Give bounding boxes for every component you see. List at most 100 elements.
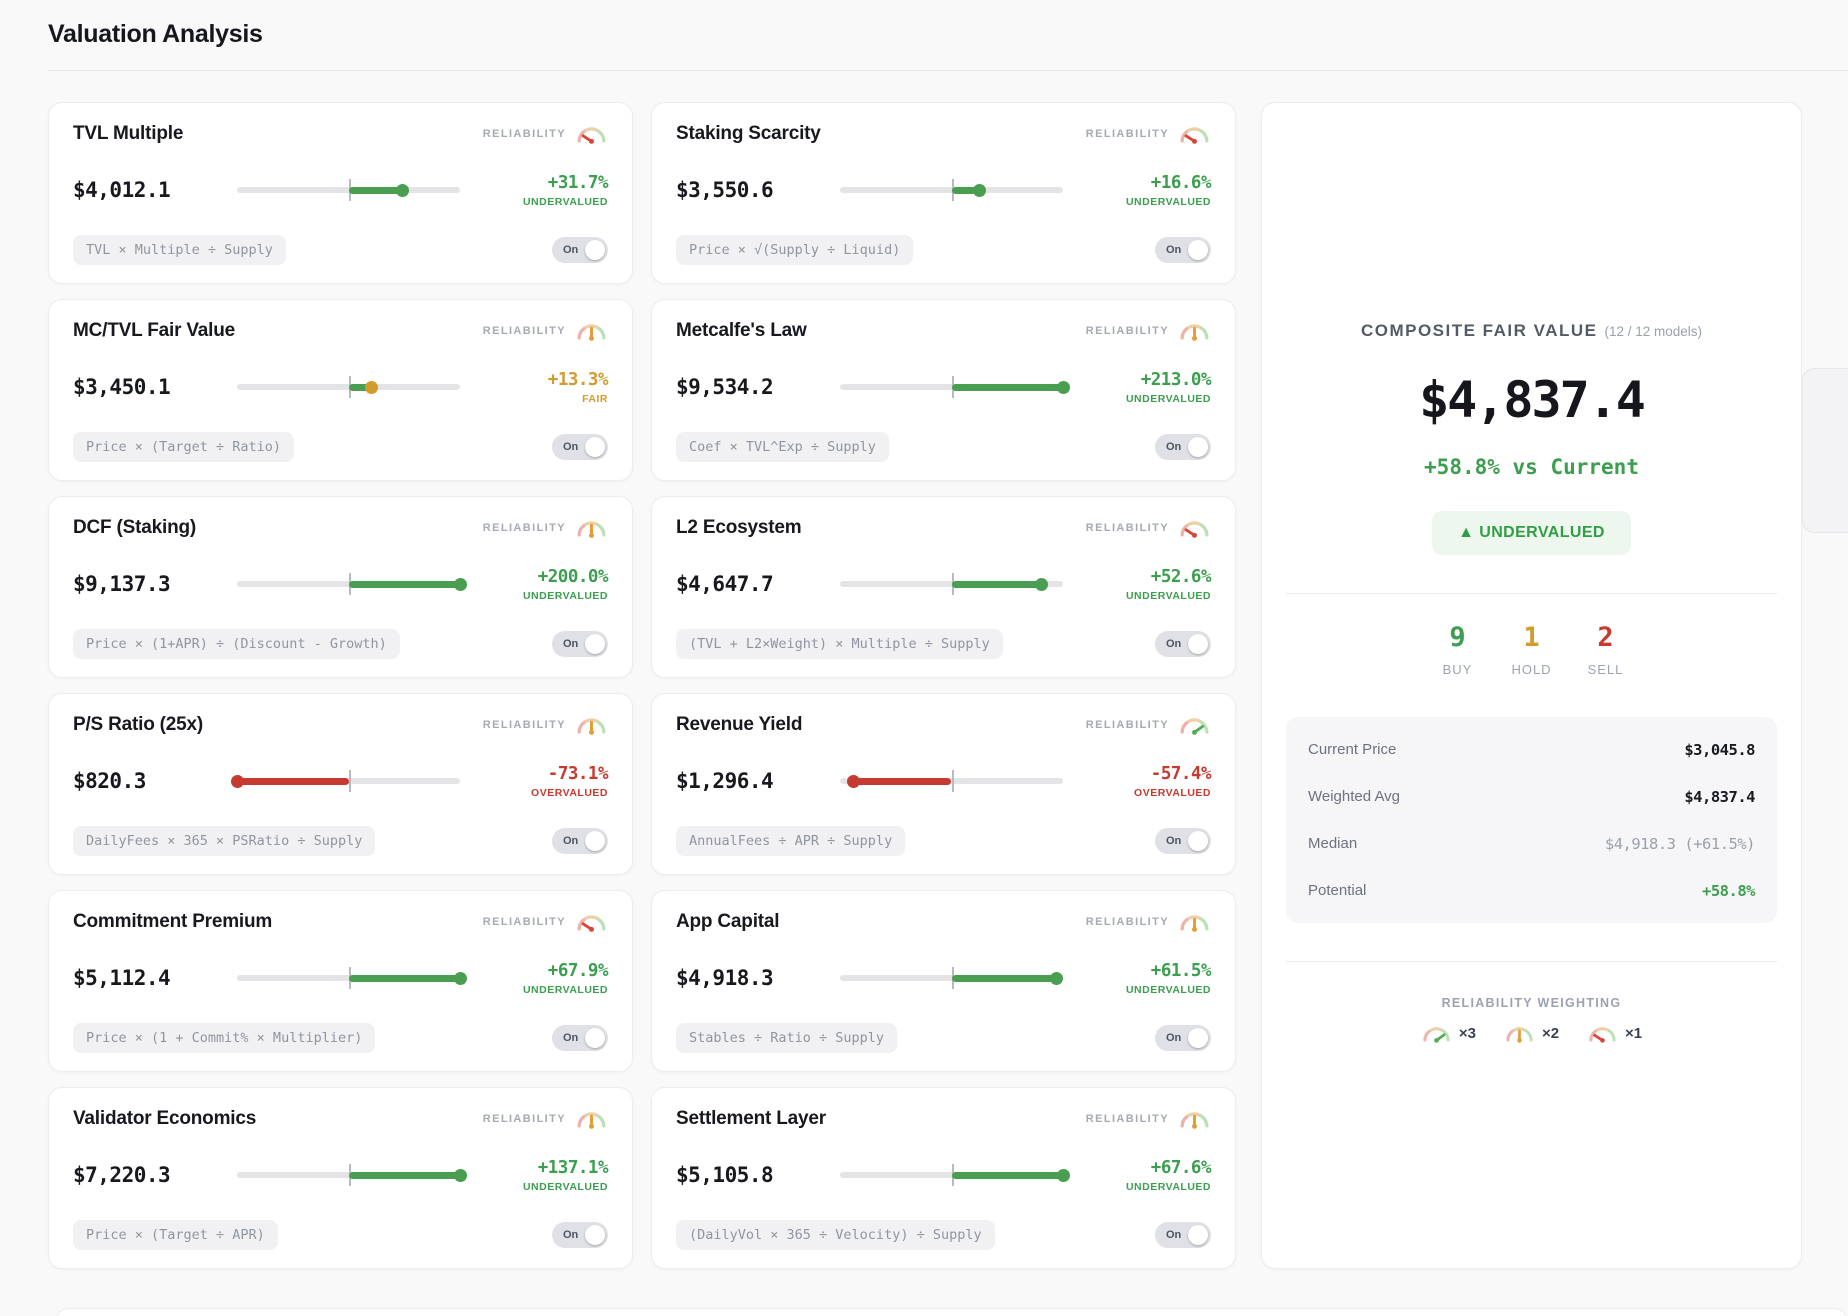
valuation-slider[interactable]	[840, 1164, 1070, 1186]
toggle-knob	[585, 240, 605, 260]
model-toggle[interactable]: On	[552, 1222, 608, 1248]
valuation-slider[interactable]	[237, 1164, 467, 1186]
deviation-percent: +16.6%	[1150, 172, 1212, 193]
slider-fill	[951, 186, 980, 194]
toggle-on-label: On	[563, 1229, 579, 1241]
model-toggle[interactable]: On	[1155, 1025, 1211, 1051]
reliability-gauge-medium-icon	[1180, 1112, 1209, 1129]
page-title: Valuation Analysis	[48, 20, 263, 48]
model-fair-value: $5,105.8	[676, 1163, 774, 1187]
model-toggle[interactable]: On	[552, 1025, 608, 1051]
weighting-item-high: ×3	[1421, 1023, 1476, 1044]
reliability-gauge-medium-icon	[1180, 324, 1209, 341]
model-card: App Capital RELIABILITY $4,918.3 +61.5% …	[651, 890, 1236, 1072]
valuation-delta: +16.6% UNDERVALUED	[1091, 172, 1212, 208]
slider-dot[interactable]	[364, 380, 378, 394]
model-formula: TVL × Multiple ÷ Supply	[73, 235, 286, 265]
slider-dot[interactable]	[230, 774, 244, 788]
valuation-delta: +61.5% UNDERVALUED	[1091, 960, 1212, 996]
valuation-slider[interactable]	[237, 179, 460, 201]
weighting-item-medium: ×2	[1504, 1023, 1559, 1044]
model-title: Staking Scarcity	[676, 123, 821, 144]
slider-dot[interactable]	[846, 774, 860, 788]
toggle-knob	[585, 634, 605, 654]
valuation-status: UNDERVALUED	[522, 195, 608, 208]
slider-dot[interactable]	[453, 577, 467, 591]
deviation-percent: -57.4%	[1150, 763, 1212, 784]
reliability-label: RELIABILITY	[482, 916, 566, 928]
deviation-percent: +137.1%	[537, 1157, 609, 1178]
slider-dot[interactable]	[453, 1168, 467, 1182]
valuation-slider[interactable]	[840, 376, 1070, 398]
model-toggle[interactable]: On	[1155, 1222, 1211, 1248]
slider-fill	[951, 383, 1063, 391]
model-card: MC/TVL Fair Value RELIABILITY $3,450.1 +…	[48, 299, 633, 481]
model-toggle[interactable]: On	[1155, 237, 1211, 263]
model-formula: Coef × TVL^Exp ÷ Supply	[676, 432, 889, 462]
reliability-label: RELIABILITY	[1085, 325, 1169, 337]
slider-dot[interactable]	[1056, 1168, 1070, 1182]
valuation-delta: +13.3% FAIR	[488, 370, 609, 405]
page-header: Valuation Analysis	[0, 0, 1848, 49]
model-toggle[interactable]: On	[1155, 631, 1211, 657]
deviation-percent: +61.5%	[1150, 960, 1212, 981]
valuation-slider[interactable]	[840, 770, 1063, 792]
model-fair-value: $9,534.2	[676, 375, 774, 399]
reliability-label: RELIABILITY	[1085, 1113, 1169, 1125]
signal-label: BUY	[1442, 662, 1473, 677]
slider-dot[interactable]	[396, 183, 410, 197]
undervalued-badge: ▲ UNDERVALUED	[1432, 511, 1631, 555]
model-fair-value: $3,550.6	[676, 178, 774, 202]
reliability-indicator: RELIABILITY	[483, 714, 608, 736]
valuation-slider[interactable]	[840, 967, 1064, 989]
valuation-delta: +31.7% UNDERVALUED	[488, 173, 609, 208]
slider-dot[interactable]	[453, 971, 467, 985]
slider-dot[interactable]	[1035, 577, 1049, 591]
right-edge-tab[interactable]	[1802, 368, 1848, 533]
reliability-gauge-medium-icon	[577, 324, 606, 341]
toggle-knob	[1188, 1225, 1208, 1245]
valuation-status: UNDERVALUED	[1125, 983, 1211, 996]
deviation-percent: +52.6%	[1150, 566, 1212, 587]
model-title: P/S Ratio (25x)	[73, 714, 204, 735]
model-card: Revenue Yield RELIABILITY $1,296.4 -57.4…	[651, 693, 1236, 875]
next-section-card	[55, 1308, 1848, 1316]
valuation-slider[interactable]	[840, 573, 1063, 595]
slider-dot[interactable]	[973, 183, 987, 197]
model-toggle[interactable]: On	[1155, 434, 1211, 460]
toggle-on-label: On	[1166, 835, 1182, 847]
valuation-slider[interactable]	[237, 573, 467, 595]
toggle-on-label: On	[563, 244, 579, 256]
reliability-gauge-medium-icon	[1506, 1027, 1533, 1043]
valuation-delta: -57.4% OVERVALUED	[1091, 764, 1211, 799]
toggle-on-label: On	[563, 835, 579, 847]
slider-dot[interactable]	[1050, 971, 1064, 985]
valuation-slider[interactable]	[237, 376, 460, 398]
model-toggle[interactable]: On	[552, 631, 608, 657]
valuation-slider[interactable]	[840, 179, 1063, 201]
model-toggle[interactable]: On	[552, 828, 608, 854]
model-toggle[interactable]: On	[552, 434, 608, 460]
stat-label: Potential	[1308, 882, 1367, 899]
toggle-on-label: On	[563, 638, 579, 650]
model-toggle[interactable]: On	[552, 237, 608, 263]
stat-row: Current Price $3,045.8	[1308, 726, 1755, 773]
triangle-up-icon: ▲	[1458, 524, 1475, 541]
slider-dot[interactable]	[1056, 380, 1070, 394]
valuation-status: UNDERVALUED	[522, 983, 608, 996]
model-card: DCF (Staking) RELIABILITY $9,137.3 +200.…	[48, 496, 633, 678]
model-formula: Price × (1 + Commit% × Multiplier)	[73, 1023, 376, 1053]
reliability-gauge-medium-icon	[1180, 915, 1209, 932]
model-toggle[interactable]: On	[1155, 828, 1211, 854]
reliability-label: RELIABILITY	[482, 325, 566, 337]
stat-value: $3,045.8	[1684, 740, 1755, 759]
valuation-slider[interactable]	[237, 967, 467, 989]
valuation-status: UNDERVALUED	[1125, 1180, 1211, 1193]
toggle-knob	[1188, 240, 1208, 260]
valuation-delta: +213.0% UNDERVALUED	[1091, 370, 1212, 405]
stat-row: Median $4,918.3 (+61.5%)	[1308, 820, 1756, 867]
slider-fill	[237, 777, 349, 785]
toggle-on-label: On	[1166, 1229, 1182, 1241]
valuation-slider[interactable]	[230, 770, 460, 792]
reliability-indicator: RELIABILITY	[483, 320, 608, 342]
